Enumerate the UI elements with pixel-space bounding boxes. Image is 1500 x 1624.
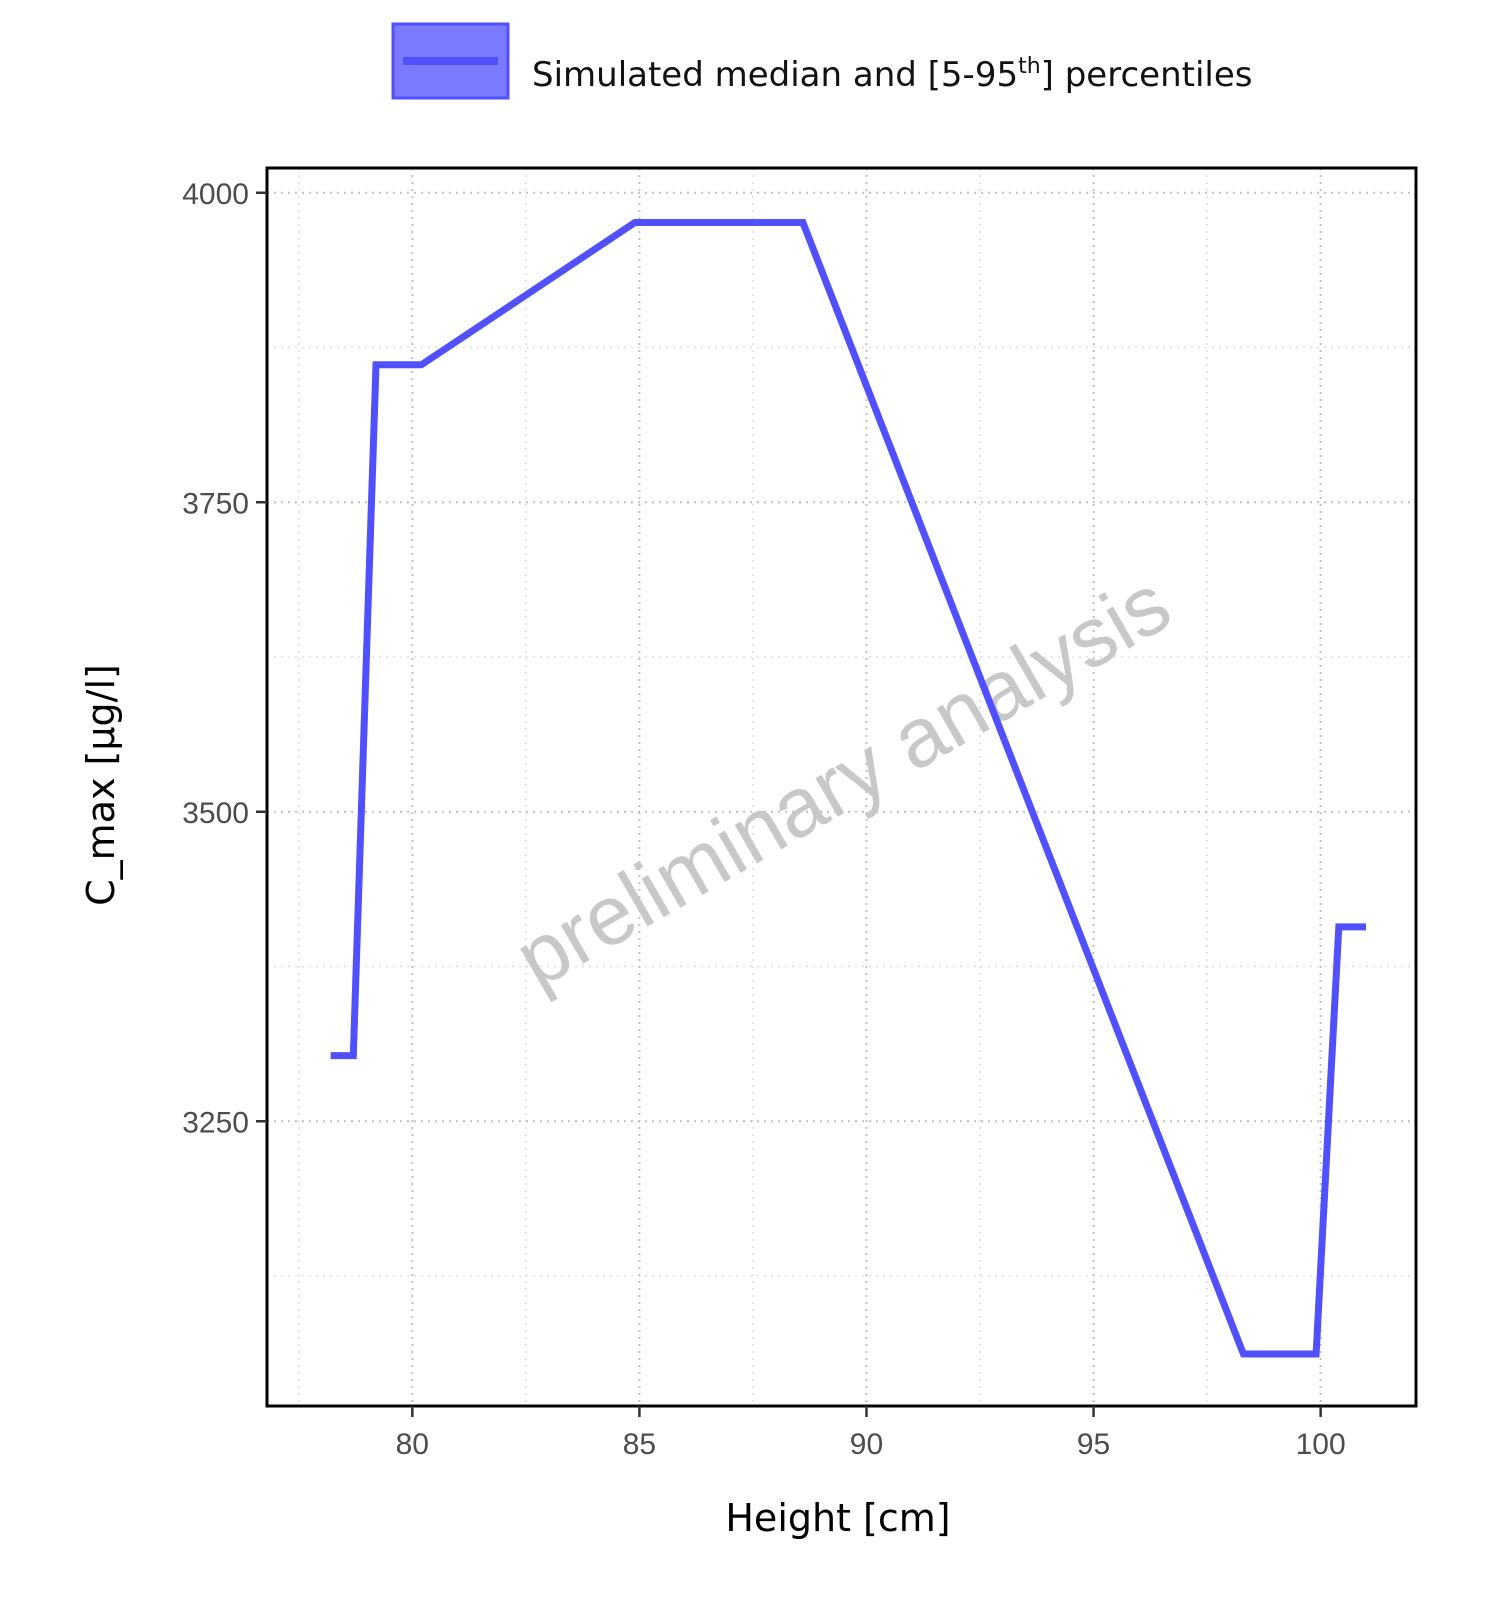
y-axis-title: C_max [µg/l] (79, 664, 123, 906)
legend-label-end: ] percentiles (1041, 55, 1253, 95)
x-tick-label: 90 (850, 1428, 883, 1461)
y-tick-label: 4000 (182, 178, 249, 211)
series-line (330, 219, 1366, 1358)
grid (267, 168, 1416, 1406)
legend-label-main: Simulated median and [5-95 (532, 55, 1018, 95)
legend-label-sup: th (1018, 54, 1041, 79)
tick-labels: 80 85 90 95 100 3250 3500 3750 4000 (182, 178, 1345, 1461)
x-axis-title: Height [cm] (725, 1496, 950, 1540)
legend: Simulated median and [5-95th] percentile… (391, 22, 1252, 100)
x-tick-label: 85 (623, 1428, 656, 1461)
series-layer (330, 219, 1366, 1358)
x-tick-label: 100 (1296, 1428, 1346, 1461)
y-tick-label: 3750 (182, 487, 249, 520)
y-tick-label: 3250 (182, 1106, 249, 1139)
legend-label: Simulated median and [5-95th] percentile… (532, 54, 1252, 95)
x-tick-label: 95 (1077, 1428, 1110, 1461)
y-tick-label: 3500 (182, 797, 249, 830)
axes (256, 166, 1418, 1417)
panel-border (265, 166, 1418, 1408)
x-tick-label: 80 (396, 1428, 429, 1461)
